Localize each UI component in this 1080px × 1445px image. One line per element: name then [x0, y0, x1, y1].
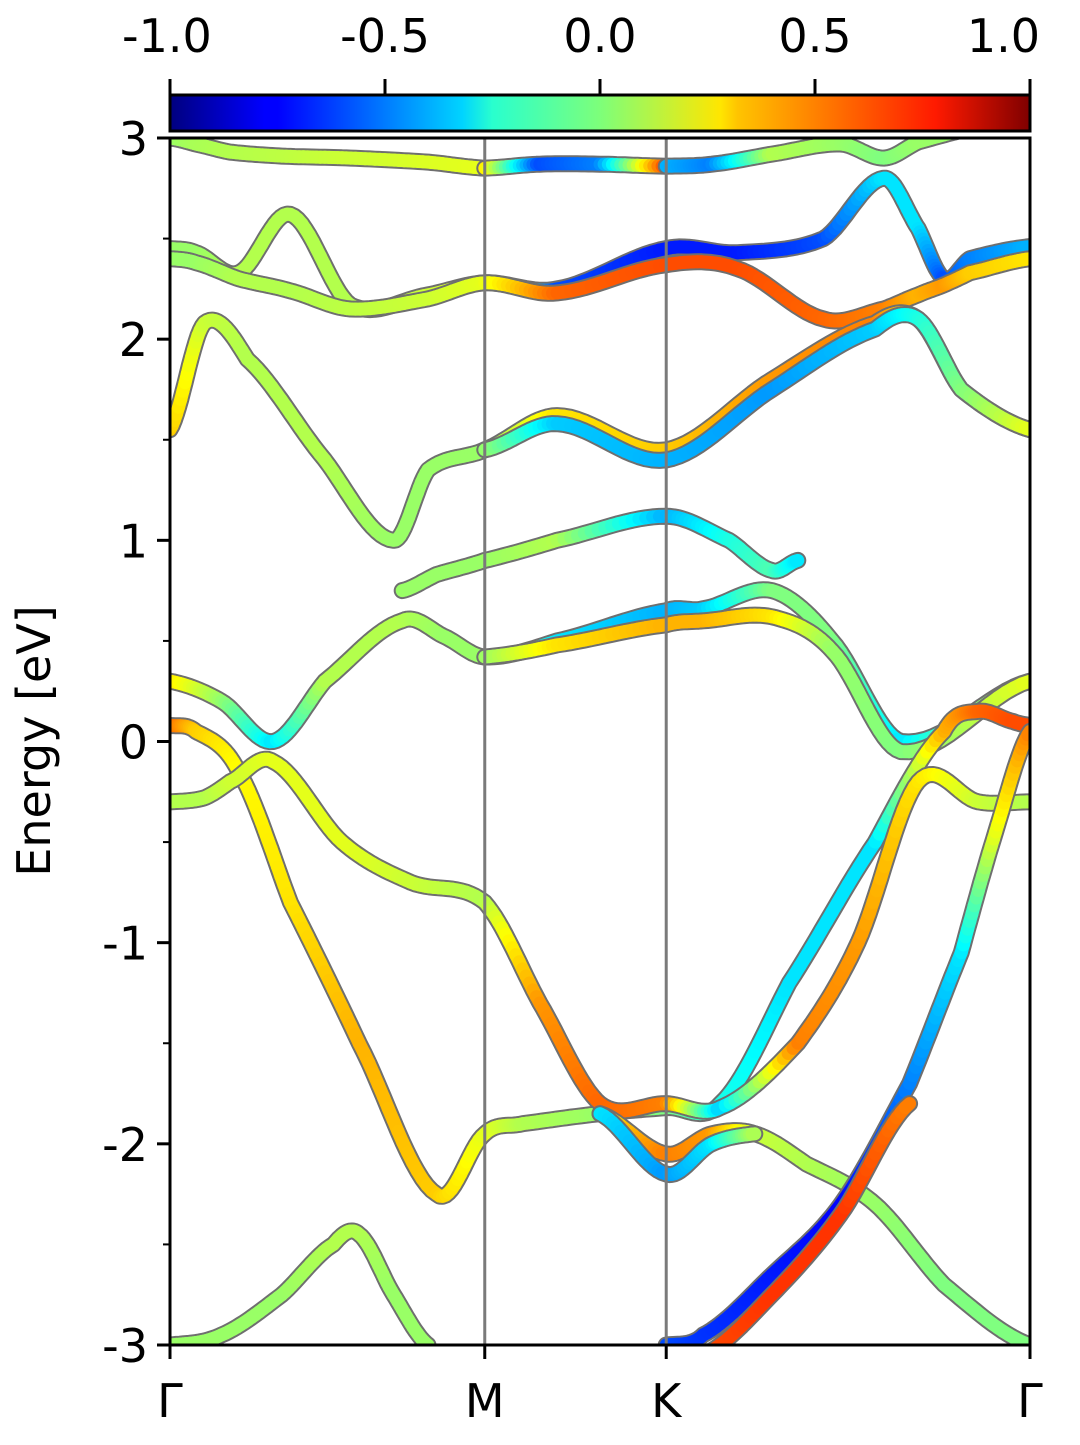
colorbar-tick-label: -1.0	[122, 9, 212, 63]
colorbar-tick-label: 0.0	[563, 9, 636, 63]
y-tick-label: 3	[119, 112, 148, 166]
band-1	[485, 164, 666, 168]
band-outline	[666, 731, 1030, 1345]
colorbar-tick-label: 1.0	[967, 9, 1040, 63]
bands	[170, 114, 1030, 1355]
band-5	[170, 313, 1030, 541]
x-tick-label: K	[651, 1374, 683, 1428]
x-tick-label: M	[465, 1374, 505, 1428]
band-segment	[712, 1348, 716, 1351]
y-tick-label: -2	[102, 1118, 148, 1172]
y-tick-label: 1	[119, 514, 148, 568]
band-segment	[944, 134, 947, 135]
band-0	[170, 138, 485, 168]
x-tick-label: Γ	[1017, 1374, 1043, 1428]
band-7	[170, 590, 1030, 742]
y-tick-label: 2	[119, 313, 148, 367]
band-segment	[708, 1351, 712, 1354]
band-segment	[947, 133, 950, 134]
band-14	[170, 1231, 428, 1345]
y-axis: -3 -2 -1 0 1 2 3	[102, 112, 170, 1373]
band-segment	[796, 560, 798, 561]
band-segment	[905, 1104, 909, 1108]
band-segment	[938, 136, 941, 137]
y-tick-label: -1	[102, 917, 148, 971]
y-tick-label: -3	[102, 1319, 148, 1373]
y-tick-label: 0	[119, 716, 148, 770]
colorbar: -1.0 -0.5 0.0 0.5 1.0	[122, 9, 1040, 131]
colorbar-gradient	[170, 95, 1030, 131]
band-segment	[941, 135, 944, 136]
x-tick-label: Γ	[157, 1374, 183, 1428]
band-segment	[703, 1353, 707, 1355]
band-9	[402, 516, 798, 590]
band-15	[666, 731, 1030, 1345]
colorbar-tick-label: -0.5	[340, 9, 430, 63]
colorbar-tick-label: 0.5	[778, 9, 851, 63]
y-axis-label: Energy [eV]	[7, 605, 61, 876]
